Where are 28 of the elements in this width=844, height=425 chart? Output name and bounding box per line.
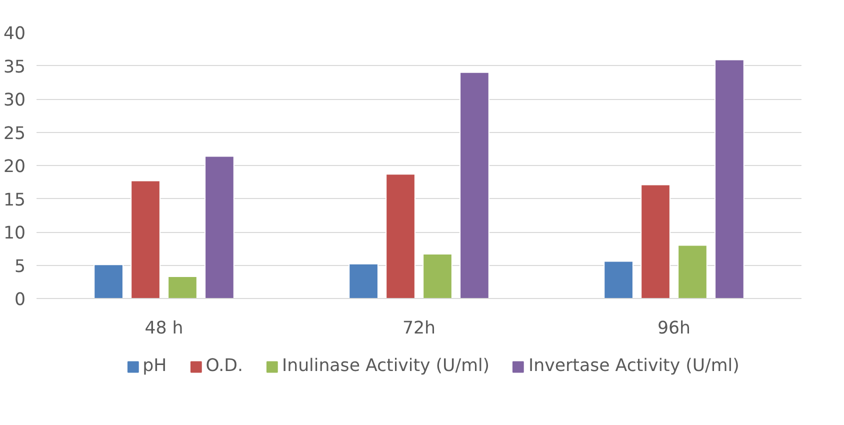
bar [460,72,490,298]
bar [204,156,234,298]
legend-label: Invertase Activity (U/ml) [528,356,740,376]
bar [640,184,670,298]
legend-label: pH [142,356,167,376]
y-tick-label: 30 [3,90,26,110]
x-tick-label: 48 h [144,318,184,338]
y-tick-label: 10 [3,224,26,244]
legend-label: O.D. [206,356,243,376]
y-tick-label: 15 [3,190,26,210]
bar [422,253,452,298]
y-tick-label: 35 [3,57,26,78]
bar [604,260,634,298]
y-tick-label: 0 [14,290,26,310]
y-tick-label: 20 [3,157,26,177]
y-tick-label: 40 [3,24,26,44]
bar [168,276,198,298]
x-tick-label: 72h [402,318,436,338]
bar [714,59,744,298]
bar [94,264,124,298]
legend-label: Inulinase Activity (U/ml) [282,356,490,376]
bar [348,263,378,298]
y-tick-label: 25 [3,124,26,144]
bar [130,180,160,298]
y-tick-label: 5 [14,256,26,277]
bar [386,174,416,298]
bar [678,244,708,298]
x-tick-label: 96h [657,318,691,338]
